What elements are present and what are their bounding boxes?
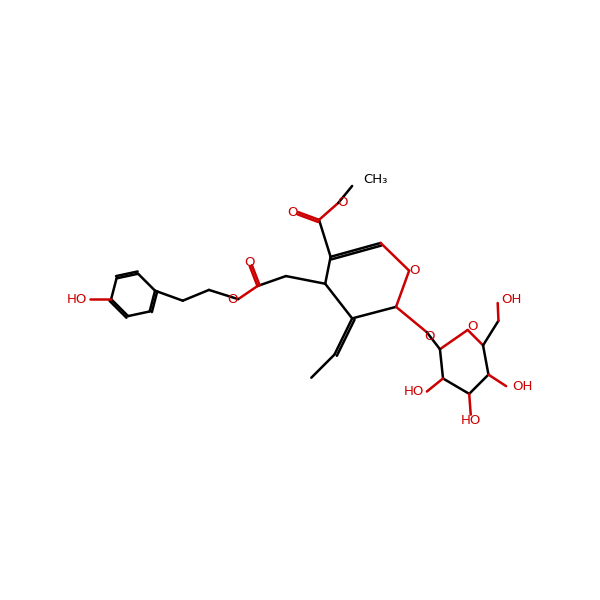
- Text: HO: HO: [67, 293, 87, 305]
- Text: O: O: [245, 256, 255, 269]
- Text: HO: HO: [461, 415, 481, 427]
- Text: O: O: [425, 331, 435, 343]
- Text: O: O: [409, 264, 420, 277]
- Text: O: O: [467, 320, 478, 332]
- Text: O: O: [287, 206, 298, 218]
- Text: CH₃: CH₃: [363, 173, 388, 186]
- Text: HO: HO: [403, 385, 424, 398]
- Text: O: O: [337, 196, 347, 209]
- Text: OH: OH: [501, 293, 521, 305]
- Text: O: O: [227, 293, 238, 305]
- Text: OH: OH: [512, 380, 533, 392]
